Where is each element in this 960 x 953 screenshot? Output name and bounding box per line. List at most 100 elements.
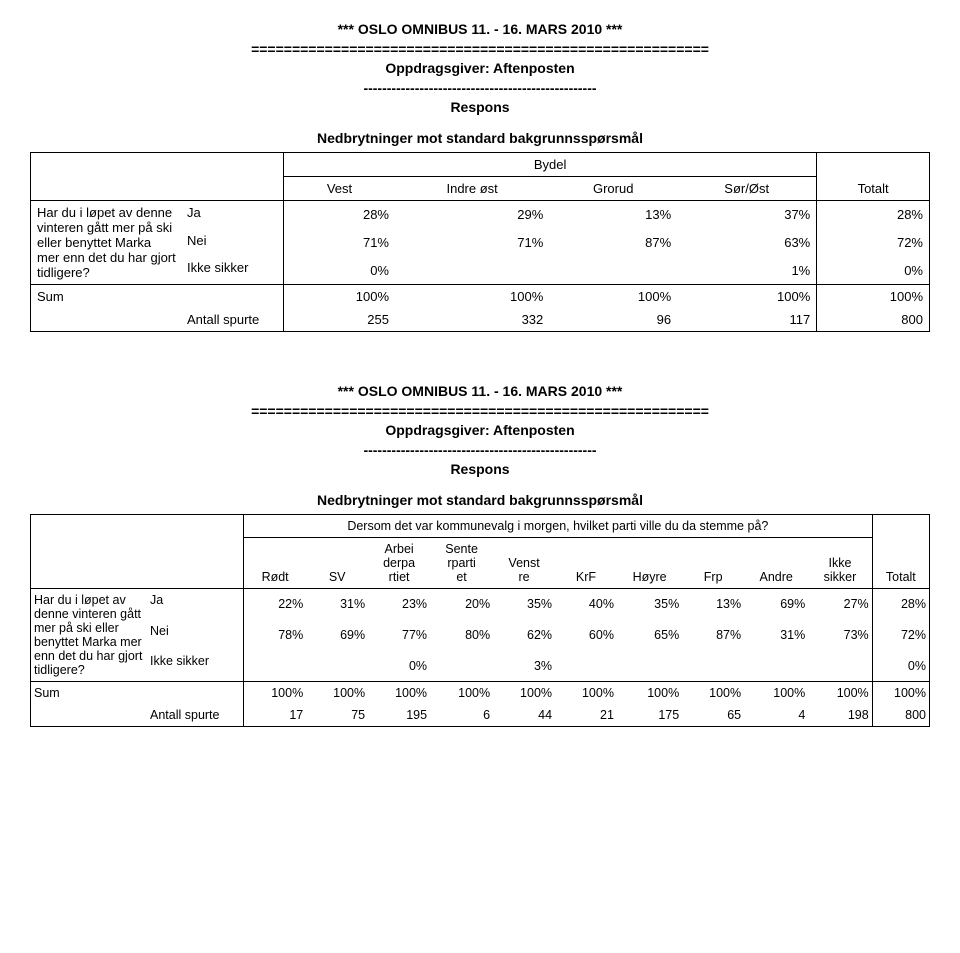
- t2-nei-3: 80%: [430, 620, 493, 651]
- t1-nei-3: 63%: [677, 229, 817, 257]
- subtitle-line: Oppdragsgiver: Aftenposten: [30, 59, 930, 79]
- respons-line-2: Respons: [30, 460, 930, 480]
- col-ikkesikker: Ikke sikker: [808, 537, 872, 588]
- t2-n-10: 800: [872, 704, 929, 727]
- t2-ja-5: 40%: [555, 588, 617, 619]
- breakdown-title-2: Nedbrytninger mot standard bakgrunnsspør…: [30, 492, 930, 508]
- t2-sum-8: 100%: [744, 681, 808, 704]
- answer-ja-2: Ja: [147, 588, 244, 619]
- t2-ja-7: 13%: [682, 588, 744, 619]
- col-ap: Arbei derpa rtiet: [368, 537, 430, 588]
- t2-ja-10: 28%: [872, 588, 929, 619]
- subtitle-line-2: Oppdragsgiver: Aftenposten: [30, 421, 930, 441]
- t2-nei-4: 62%: [493, 620, 555, 651]
- t2-nei-0: 78%: [244, 620, 307, 651]
- antall-label-1: Antall spurte: [181, 308, 284, 332]
- t2-ikke-0: [244, 650, 307, 681]
- t2-sum-9: 100%: [808, 681, 872, 704]
- divider-eq-2: ========================================…: [30, 402, 930, 422]
- t2-nei-1: 69%: [306, 620, 368, 651]
- report-header-1: *** OSLO OMNIBUS 11. - 16. MARS 2010 ***…: [30, 20, 930, 118]
- t2-ja-8: 69%: [744, 588, 808, 619]
- t1-ikke-2: [549, 256, 677, 284]
- sum-label-1: Sum: [31, 284, 182, 308]
- t2-ikke-7: [682, 650, 744, 681]
- t2-ikke-5: [555, 650, 617, 681]
- t2-ikke-6: [617, 650, 682, 681]
- question-text-2: Har du i løpet av denne vinteren gått me…: [31, 588, 148, 681]
- title-line-2: *** OSLO OMNIBUS 11. - 16. MARS 2010 ***: [30, 382, 930, 402]
- table1-group-header: Bydel: [284, 152, 817, 176]
- sum-label-2: Sum: [31, 681, 148, 704]
- question-text-1: Har du i løpet av denne vinteren gått me…: [31, 200, 182, 284]
- table2: Dersom det var kommunevalg i morgen, hvi…: [30, 514, 930, 727]
- t2-nei-5: 60%: [555, 620, 617, 651]
- t2-sum-7: 100%: [682, 681, 744, 704]
- t2-nei-6: 65%: [617, 620, 682, 651]
- t1-nei-2: 87%: [549, 229, 677, 257]
- t2-sum-3: 100%: [430, 681, 493, 704]
- t2-n-8: 4: [744, 704, 808, 727]
- table2-wrap: Dersom det var kommunevalg i morgen, hvi…: [30, 514, 930, 727]
- t2-ikke-3: [430, 650, 493, 681]
- t1-ja-4: 28%: [817, 200, 930, 228]
- t2-sum-4: 100%: [493, 681, 555, 704]
- table2-group-header: Dersom det var kommunevalg i morgen, hvi…: [244, 514, 873, 537]
- col-frp: Frp: [682, 537, 744, 588]
- t2-n-0: 17: [244, 704, 307, 727]
- col-rodt: Rødt: [244, 537, 307, 588]
- t2-ikke-8: [744, 650, 808, 681]
- t2-ikke-2: 0%: [368, 650, 430, 681]
- t1-n-4: 800: [817, 308, 930, 332]
- t1-sum-0: 100%: [284, 284, 396, 308]
- t2-n-5: 21: [555, 704, 617, 727]
- report-header-2: *** OSLO OMNIBUS 11. - 16. MARS 2010 ***…: [30, 382, 930, 480]
- answer-ikke: Ikke sikker: [181, 256, 284, 284]
- t2-ikke-4: 3%: [493, 650, 555, 681]
- col-krf: KrF: [555, 537, 617, 588]
- title-line: *** OSLO OMNIBUS 11. - 16. MARS 2010 ***: [30, 20, 930, 40]
- t2-n-3: 6: [430, 704, 493, 727]
- t2-ja-3: 20%: [430, 588, 493, 619]
- t2-ja-0: 22%: [244, 588, 307, 619]
- t1-ja-3: 37%: [677, 200, 817, 228]
- t2-sum-10: 100%: [872, 681, 929, 704]
- t2-n-7: 65: [682, 704, 744, 727]
- t1-sum-4: 100%: [817, 284, 930, 308]
- t1-sum-3: 100%: [677, 284, 817, 308]
- antall-label-2: Antall spurte: [147, 704, 244, 727]
- col-sorost: Sør/Øst: [677, 176, 817, 200]
- t2-ikke-9: [808, 650, 872, 681]
- t1-nei-4: 72%: [817, 229, 930, 257]
- t2-ikke-1: [306, 650, 368, 681]
- t1-n-2: 96: [549, 308, 677, 332]
- t2-n-9: 198: [808, 704, 872, 727]
- t2-ja-6: 35%: [617, 588, 682, 619]
- col-andre: Andre: [744, 537, 808, 588]
- t2-nei-9: 73%: [808, 620, 872, 651]
- t2-n-1: 75: [306, 704, 368, 727]
- t2-nei-7: 87%: [682, 620, 744, 651]
- t1-sum-1: 100%: [395, 284, 549, 308]
- divider-eq: ========================================…: [30, 40, 930, 60]
- t1-ja-2: 13%: [549, 200, 677, 228]
- t1-ikke-0: 0%: [284, 256, 396, 284]
- t1-ikke-1: [395, 256, 549, 284]
- t2-sum-5: 100%: [555, 681, 617, 704]
- t2-sum-2: 100%: [368, 681, 430, 704]
- t1-ikke-4: 0%: [817, 256, 930, 284]
- col-sp: Sente rparti et: [430, 537, 493, 588]
- t1-ja-0: 28%: [284, 200, 396, 228]
- t2-nei-2: 77%: [368, 620, 430, 651]
- t1-n-3: 117: [677, 308, 817, 332]
- divider-dash-2: ----------------------------------------…: [30, 441, 930, 461]
- t1-nei-0: 71%: [284, 229, 396, 257]
- t2-nei-8: 31%: [744, 620, 808, 651]
- answer-nei-2: Nei: [147, 620, 244, 651]
- table1-wrap: Bydel Vest Indre øst Grorud Sør/Øst Tota…: [30, 152, 930, 332]
- t2-nei-10: 72%: [872, 620, 929, 651]
- t2-ja-9: 27%: [808, 588, 872, 619]
- t2-sum-1: 100%: [306, 681, 368, 704]
- col-vest: Vest: [284, 176, 396, 200]
- t2-ja-1: 31%: [306, 588, 368, 619]
